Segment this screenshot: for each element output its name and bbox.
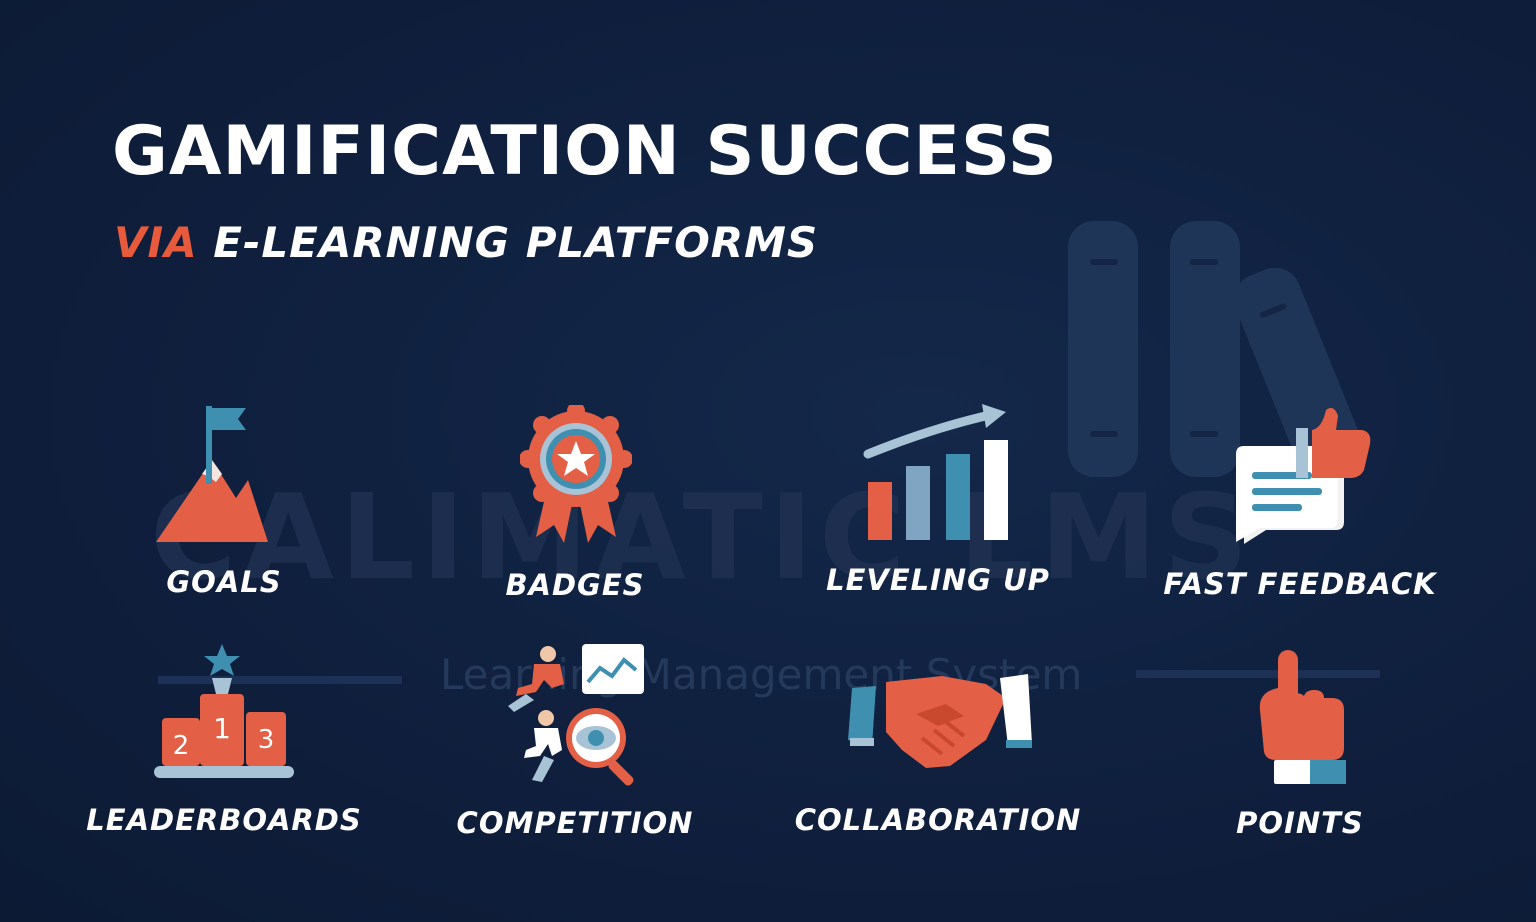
watermark-line-right bbox=[1136, 670, 1380, 678]
handshake-icon bbox=[848, 674, 1032, 768]
feature-label-competition: COMPETITION bbox=[456, 806, 694, 840]
svg-text:1: 1 bbox=[213, 712, 231, 745]
feature-label-points: POINTS bbox=[1236, 806, 1364, 840]
growth-chart-icon bbox=[863, 404, 1008, 540]
feedback-thumbs-up-icon bbox=[1236, 408, 1371, 544]
feature-label-goals: GOALS bbox=[166, 565, 282, 599]
svg-text:2: 2 bbox=[173, 731, 190, 761]
feature-label-leaderboards: LEADERBOARDS bbox=[86, 803, 362, 837]
feature-label-leveling-up: LEVELING UP bbox=[826, 563, 1050, 597]
svg-text:3: 3 bbox=[258, 725, 275, 755]
subtitle-text: E-LEARNING PLATFORMS bbox=[213, 218, 819, 267]
runners-magnifier-icon bbox=[508, 644, 644, 786]
brand-watermark: CALIMATIC LMS bbox=[150, 468, 1255, 606]
page-subtitle: VIA E-LEARNING PLATFORMS bbox=[114, 218, 818, 267]
feature-label-badges: BADGES bbox=[505, 568, 645, 602]
subtitle-accent: VIA bbox=[114, 218, 198, 267]
pointing-hand-icon bbox=[1259, 650, 1346, 784]
watermark-line-left bbox=[158, 676, 402, 684]
mountain-flag-icon bbox=[156, 406, 268, 542]
feature-label-collaboration: COLLABORATION bbox=[794, 803, 1082, 837]
award-badge-icon bbox=[520, 405, 632, 543]
podium-icon: 1 2 3 bbox=[154, 644, 294, 778]
page-title: GAMIFICATION SUCCESS bbox=[112, 112, 1058, 191]
feature-label-fast-feedback: FAST FEEDBACK bbox=[1163, 567, 1437, 601]
